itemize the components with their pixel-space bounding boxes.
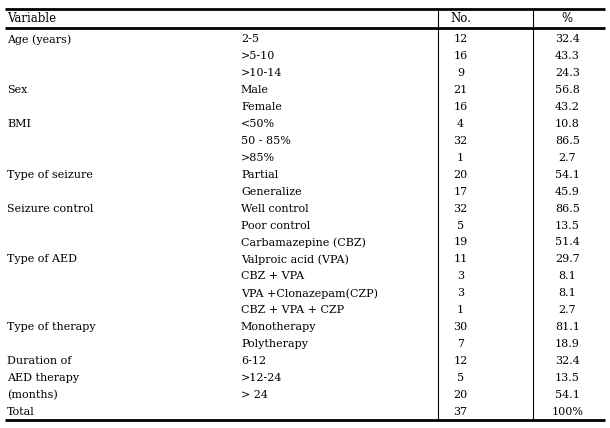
Text: 56.8: 56.8 — [555, 85, 580, 95]
Text: Male: Male — [241, 85, 269, 95]
Text: 2.7: 2.7 — [559, 305, 576, 315]
Text: 7: 7 — [457, 339, 464, 349]
Text: Partial: Partial — [241, 170, 278, 180]
Text: 5: 5 — [457, 373, 464, 383]
Text: 3: 3 — [457, 271, 464, 281]
Text: 20: 20 — [453, 170, 468, 180]
Text: 86.5: 86.5 — [555, 136, 580, 146]
Text: 17: 17 — [453, 187, 468, 197]
Text: >5-10: >5-10 — [241, 51, 275, 61]
Text: VPA +Clonazepam(CZP): VPA +Clonazepam(CZP) — [241, 288, 378, 299]
Text: CBZ + VPA: CBZ + VPA — [241, 271, 304, 281]
Text: 51.4: 51.4 — [555, 238, 580, 247]
Text: Age (years): Age (years) — [7, 34, 71, 45]
Text: 5: 5 — [457, 220, 464, 231]
Text: > 24: > 24 — [241, 390, 268, 400]
Text: 10.8: 10.8 — [555, 119, 580, 129]
Text: 54.1: 54.1 — [555, 390, 580, 400]
Text: Type of AED: Type of AED — [7, 254, 77, 265]
Text: 20: 20 — [453, 390, 468, 400]
Text: 3: 3 — [457, 288, 464, 298]
Text: 13.5: 13.5 — [555, 220, 580, 231]
Text: 37: 37 — [453, 407, 468, 417]
Text: 86.5: 86.5 — [555, 204, 580, 214]
Text: 32.4: 32.4 — [555, 34, 580, 44]
Text: Sex: Sex — [7, 85, 27, 95]
Text: Variable: Variable — [7, 12, 57, 25]
Text: 32: 32 — [453, 136, 468, 146]
Text: <50%: <50% — [241, 119, 275, 129]
Text: Poor control: Poor control — [241, 220, 310, 231]
Text: 16: 16 — [453, 102, 468, 112]
Text: Type of seizure: Type of seizure — [7, 170, 93, 180]
Text: Monotherapy: Monotherapy — [241, 322, 317, 332]
Text: 81.1: 81.1 — [555, 322, 580, 332]
Text: 43.3: 43.3 — [555, 51, 580, 61]
Text: Valproic acid (VPA): Valproic acid (VPA) — [241, 254, 349, 265]
Text: Seizure control: Seizure control — [7, 204, 94, 214]
Text: Generalize: Generalize — [241, 187, 301, 197]
Text: 50 - 85%: 50 - 85% — [241, 136, 291, 146]
Text: 32.4: 32.4 — [555, 356, 580, 366]
Text: >85%: >85% — [241, 153, 275, 163]
Text: 1: 1 — [457, 305, 464, 315]
Text: 45.9: 45.9 — [555, 187, 580, 197]
Text: 21: 21 — [453, 85, 468, 95]
Text: 8.1: 8.1 — [558, 271, 576, 281]
Text: 32: 32 — [453, 204, 468, 214]
Text: Carbamazepine (CBZ): Carbamazepine (CBZ) — [241, 237, 366, 248]
Text: 6-12: 6-12 — [241, 356, 266, 366]
Text: CBZ + VPA + CZP: CBZ + VPA + CZP — [241, 305, 344, 315]
Text: >10-14: >10-14 — [241, 68, 282, 78]
Text: 30: 30 — [453, 322, 468, 332]
Text: 12: 12 — [453, 356, 468, 366]
Text: 19: 19 — [453, 238, 468, 247]
Text: 16: 16 — [453, 51, 468, 61]
Text: 9: 9 — [457, 68, 464, 78]
Text: Duration of: Duration of — [7, 356, 72, 366]
Text: 8.1: 8.1 — [558, 288, 576, 298]
Text: 54.1: 54.1 — [555, 170, 580, 180]
Text: 2-5: 2-5 — [241, 34, 259, 44]
Text: 2.7: 2.7 — [559, 153, 576, 163]
Text: 29.7: 29.7 — [555, 254, 580, 265]
Text: AED therapy: AED therapy — [7, 373, 79, 383]
Text: 11: 11 — [453, 254, 468, 265]
Text: BMI: BMI — [7, 119, 31, 129]
Text: >12-24: >12-24 — [241, 373, 282, 383]
Text: 43.2: 43.2 — [555, 102, 580, 112]
Text: 24.3: 24.3 — [555, 68, 580, 78]
Text: 1: 1 — [457, 153, 464, 163]
Text: Type of therapy: Type of therapy — [7, 322, 96, 332]
Text: %: % — [562, 12, 573, 25]
Text: 4: 4 — [457, 119, 464, 129]
Text: Well control: Well control — [241, 204, 309, 214]
Text: (months): (months) — [7, 390, 58, 400]
Text: Female: Female — [241, 102, 282, 112]
Text: Total: Total — [7, 407, 35, 417]
Text: 12: 12 — [453, 34, 468, 44]
Text: Polytherapy: Polytherapy — [241, 339, 308, 349]
Text: No.: No. — [450, 12, 471, 25]
Text: 13.5: 13.5 — [555, 373, 580, 383]
Text: 100%: 100% — [551, 407, 583, 417]
Text: 18.9: 18.9 — [555, 339, 580, 349]
